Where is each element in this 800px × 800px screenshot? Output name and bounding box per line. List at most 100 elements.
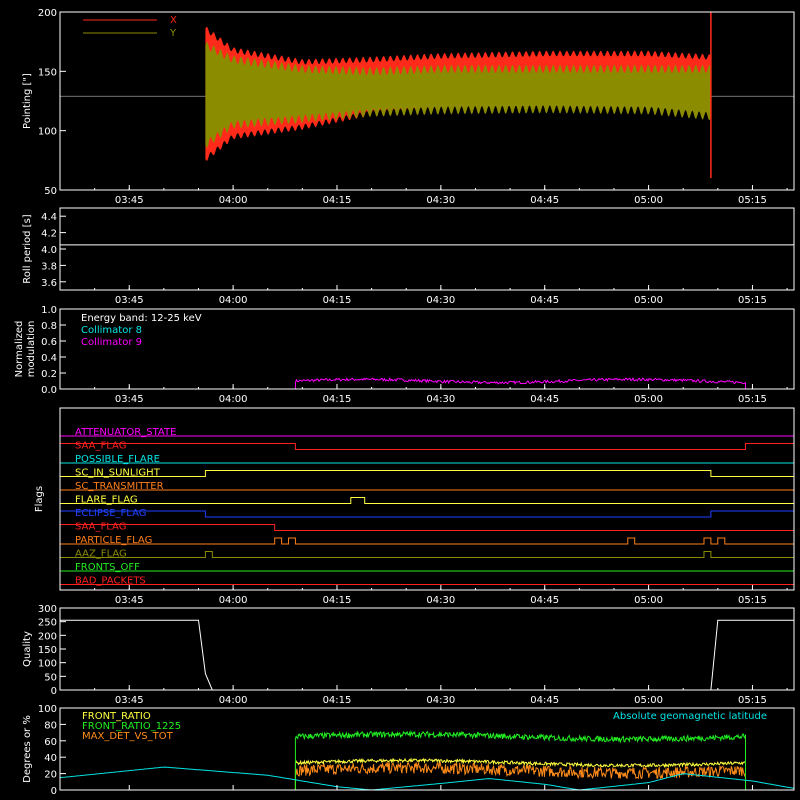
max-det-vs-tot-line bbox=[294, 760, 747, 791]
ratios-panel: 0 20 40 60 80 100 Degrees or % FRONT_RATIO FR… bbox=[22, 704, 795, 797]
pointing-axes-box bbox=[59, 11, 795, 191]
modulation-legend-c8: Collimator 8 bbox=[81, 325, 142, 336]
y-tick-label: 3.6 bbox=[41, 278, 57, 289]
y-tick-label: 40 bbox=[44, 753, 57, 764]
x-tick-label: 04:00 bbox=[219, 695, 248, 706]
ratios-legend-front-ratio-1225: FRONT_RATIO_1225 bbox=[82, 721, 181, 732]
flags-plot: ATTENUATOR_STATE SAA_FLAG POSSIBLE_FLARE SC… bbox=[60, 427, 795, 587]
pointing-yticks: 50 100 150 200 bbox=[38, 8, 66, 197]
modulation-ylabel-line1: Normalized bbox=[14, 321, 25, 378]
x-tick-label: 04:45 bbox=[530, 695, 559, 706]
roll-yticks: 3.6 3.8 4.0 4.2 4.4 bbox=[41, 212, 66, 289]
y-tick-label: 100 bbox=[38, 127, 57, 138]
x-tick-label: 04:45 bbox=[530, 195, 559, 206]
pointing-legend: X Y bbox=[83, 15, 177, 39]
modulation-annotation: Energy band: 12-25 keV bbox=[81, 313, 202, 324]
x-tick-label: 04:00 bbox=[219, 295, 248, 306]
x-tick-label: 05:15 bbox=[738, 595, 767, 606]
flag-label: ECLIPSE_FLAG bbox=[75, 508, 146, 519]
ratios-legend-max-det: MAX_DET_VS_TOT bbox=[82, 731, 174, 742]
y-tick-label: 50 bbox=[44, 672, 57, 683]
x-tick-label: 05:00 bbox=[634, 595, 663, 606]
modulation-panel: 0.00.20.40.60.81.0 03:45 04:00 04:15 04:30 0… bbox=[14, 305, 795, 405]
modulation-legend-c9: Collimator 9 bbox=[81, 337, 142, 348]
ratios-axes-box bbox=[59, 707, 795, 791]
x-tick-label: 04:15 bbox=[323, 595, 352, 606]
y-tick-label: 0.0 bbox=[41, 385, 57, 396]
y-tick-label: 80 bbox=[44, 720, 57, 731]
flags-axes-box bbox=[59, 407, 795, 591]
x-tick-label: 04:00 bbox=[219, 195, 248, 206]
y-tick-label: 20 bbox=[44, 770, 57, 781]
y-tick-label: 4.4 bbox=[41, 212, 57, 223]
x-tick-label: 05:00 bbox=[634, 195, 663, 206]
flag-label: SAA_FLAG bbox=[75, 522, 126, 533]
flag-label: BAD_PACKETS bbox=[75, 576, 146, 587]
flag-label: AAZ_FLAG bbox=[75, 549, 127, 560]
roll-ylabel: Roll period [s] bbox=[22, 214, 33, 283]
modulation-ylabel-line2: modulation bbox=[26, 321, 37, 378]
flag-label: FRONTS_OFF bbox=[75, 562, 140, 573]
flag-trace bbox=[60, 470, 794, 477]
flag-trace bbox=[60, 524, 794, 531]
x-tick-label: 05:15 bbox=[738, 695, 767, 706]
x-tick-label: 04:30 bbox=[426, 394, 455, 405]
y-tick-label: 100 bbox=[38, 704, 57, 715]
modulation-yticks: 0.0 0.2 0.4 0.6 0.8 1.0 bbox=[41, 305, 66, 396]
ratios-annotation: Absolute geomagnetic latitude bbox=[613, 711, 767, 722]
x-tick-label: 04:30 bbox=[426, 195, 455, 206]
y-tick-label: 200 bbox=[38, 8, 57, 19]
flags-panel: ATTENUATOR_STATE SAA_FLAG POSSIBLE_FLARE SC… bbox=[34, 407, 795, 606]
y-tick-label: 200 bbox=[38, 631, 57, 642]
x-tick-label: 03:45 bbox=[115, 295, 144, 306]
y-tick-label: 3.8 bbox=[41, 261, 57, 272]
flag-label: SC_TRANSMITTER bbox=[75, 481, 164, 492]
x-tick-label: 05:00 bbox=[634, 394, 663, 405]
flag-label: FLARE_FLAG bbox=[75, 495, 138, 506]
ratios-legend-front-ratio: FRONT_RATIO bbox=[82, 711, 151, 722]
x-tick-label: 03:45 bbox=[115, 595, 144, 606]
y-tick-label: 150 bbox=[38, 645, 57, 656]
y-tick-label: 1.0 bbox=[41, 305, 57, 316]
x-tick-label: 04:30 bbox=[426, 295, 455, 306]
x-tick-label: 05:15 bbox=[738, 295, 767, 306]
y-tick-label: 60 bbox=[44, 737, 57, 748]
quality-xticks: 03:45 04:00 04:15 04:30 04:45 05:00 05:15 bbox=[94, 685, 788, 706]
roll-xticks: 03:45 04:00 04:15 04:30 04:45 05:00 05:15 bbox=[94, 285, 788, 306]
front-ratio-line bbox=[294, 757, 747, 791]
roll-panel: 3.6 3.8 4.0 4.2 4.4 03:45 04:00 04:15 04:30 04:4… bbox=[22, 207, 795, 306]
legend-x-label: X bbox=[170, 15, 177, 26]
flag-label: POSSIBLE_FLARE bbox=[75, 454, 160, 465]
y-tick-label: 0.2 bbox=[41, 369, 57, 380]
flag-label: ATTENUATOR_STATE bbox=[75, 427, 176, 438]
geomagnetic-latitude-line bbox=[59, 766, 795, 791]
x-tick-label: 03:45 bbox=[115, 195, 144, 206]
flag-label: SAA_FLAG bbox=[75, 441, 126, 452]
modulation-xticks: 03:45 04:00 04:15 04:30 04:45 05:00 05:15 bbox=[94, 384, 788, 405]
y-tick-label: 0 bbox=[51, 686, 57, 697]
x-tick-label: 04:15 bbox=[323, 195, 352, 206]
y-tick-label: 0.8 bbox=[41, 321, 57, 332]
x-tick-label: 04:15 bbox=[323, 394, 352, 405]
x-tick-label: 04:45 bbox=[530, 394, 559, 405]
y-tick-label: 150 bbox=[38, 67, 57, 78]
legend-y-label: Y bbox=[169, 28, 177, 39]
flag-label: PARTICLE_FLAG bbox=[75, 535, 152, 546]
x-tick-label: 04:00 bbox=[219, 394, 248, 405]
y-tick-label: 0.6 bbox=[41, 337, 57, 348]
pointing-plot bbox=[60, 12, 794, 179]
modulation-axes-box bbox=[59, 308, 795, 390]
front-ratio-1225-line bbox=[294, 729, 747, 791]
quality-yticks: 0 50 100 150 200 250 300 bbox=[38, 604, 66, 697]
flag-trace bbox=[60, 497, 794, 504]
y-tick-label: 250 bbox=[38, 618, 57, 629]
x-tick-label: 05:00 bbox=[634, 295, 663, 306]
flag-trace bbox=[60, 551, 794, 558]
pointing-panel: 50 100 150 200 03:45 04:00 04:15 04:30 04:45 05:… bbox=[22, 8, 795, 206]
x-tick-label: 04:15 bbox=[323, 295, 352, 306]
flag-trace bbox=[60, 537, 794, 545]
flags-ylabel: Flags bbox=[34, 486, 45, 512]
ratios-ylabel: Degrees or % bbox=[22, 715, 33, 783]
